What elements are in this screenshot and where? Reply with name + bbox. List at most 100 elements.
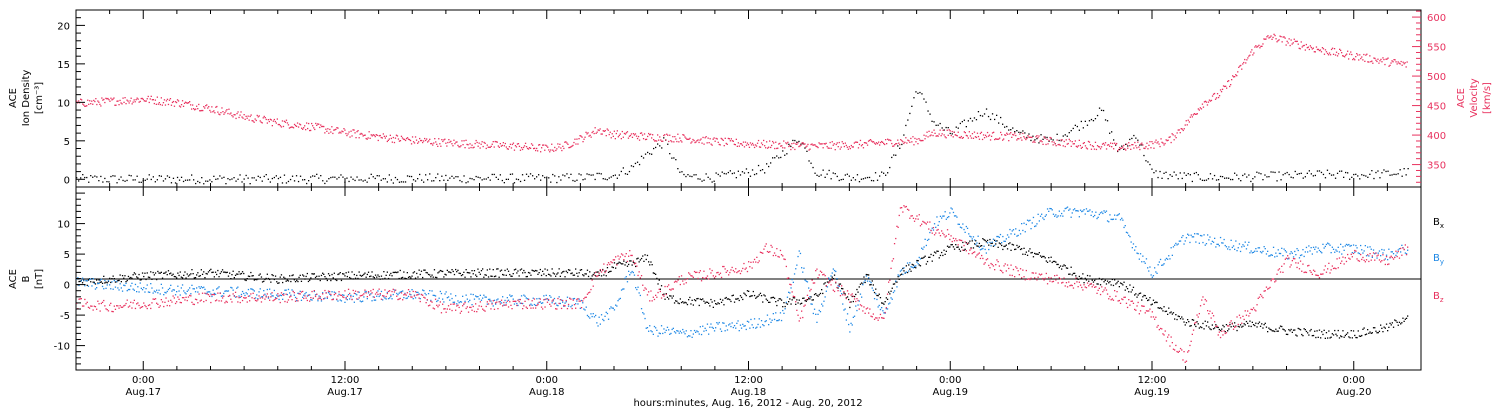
ion-density-series-point bbox=[548, 177, 549, 178]
by-series-point bbox=[1227, 248, 1228, 249]
ion-density-series-point bbox=[169, 177, 170, 178]
bz-series-point bbox=[357, 291, 358, 292]
bx-series-point bbox=[117, 280, 118, 281]
velocity-series-point bbox=[119, 100, 120, 101]
by-series-point bbox=[914, 266, 915, 267]
by-series-point bbox=[180, 294, 181, 295]
ion-density-series-point bbox=[229, 179, 230, 180]
bz-series-point bbox=[321, 299, 322, 300]
by-series-point bbox=[1078, 210, 1079, 211]
ion-density-series-point bbox=[960, 123, 961, 124]
ion-density-series-point bbox=[524, 180, 525, 181]
bx-series-point bbox=[830, 279, 831, 280]
bx-series-point bbox=[1315, 337, 1316, 338]
ion-density-series-point bbox=[845, 174, 846, 175]
by-series-point bbox=[268, 298, 269, 299]
velocity-series-point bbox=[1313, 48, 1314, 49]
bz-series-point bbox=[905, 206, 906, 207]
bx-series-point bbox=[262, 281, 263, 282]
ion-density-series-point bbox=[1244, 173, 1245, 174]
by-series-point bbox=[309, 294, 310, 295]
velocity-series-point bbox=[1074, 143, 1075, 144]
bx-series-point bbox=[457, 270, 458, 271]
bz-series-point bbox=[529, 305, 530, 306]
bz-series-point bbox=[155, 298, 156, 299]
bz-series-point bbox=[128, 306, 129, 307]
velocity-series-point bbox=[90, 103, 91, 104]
velocity-series-point bbox=[503, 142, 504, 143]
bx-series-point bbox=[1333, 334, 1334, 335]
bx-series-point bbox=[648, 261, 649, 262]
bz-series-point bbox=[550, 306, 551, 307]
bz-series-point bbox=[757, 262, 758, 263]
velocity-series-point bbox=[298, 126, 299, 127]
velocity-series-point bbox=[630, 135, 631, 136]
ion-density-series-point bbox=[1246, 176, 1247, 177]
velocity-series-point bbox=[245, 119, 246, 120]
ion-density-series-point bbox=[298, 181, 299, 182]
by-series-point bbox=[608, 319, 609, 320]
ion-density-series-point bbox=[254, 177, 255, 178]
bz-series-point bbox=[278, 295, 279, 296]
bx-series-point bbox=[128, 276, 129, 277]
bx-series-point bbox=[962, 242, 963, 243]
ion-density-series-point bbox=[256, 180, 257, 181]
bx-series-point bbox=[346, 272, 347, 273]
velocity-series-point bbox=[1407, 61, 1408, 62]
bx-series-point bbox=[1033, 256, 1034, 257]
by-series-point bbox=[1039, 220, 1040, 221]
bz-series-point bbox=[346, 298, 347, 299]
by-series-point bbox=[872, 287, 873, 288]
ion-density-series-point bbox=[237, 179, 238, 180]
by-series-point bbox=[1094, 215, 1095, 216]
bz-series-point bbox=[307, 300, 308, 301]
by-series-point bbox=[862, 284, 863, 285]
velocity-series-point bbox=[1001, 134, 1002, 135]
velocity-series-point bbox=[715, 141, 716, 142]
by-series-point bbox=[777, 320, 778, 321]
ion-density-series-point bbox=[544, 177, 545, 178]
bz-series-point bbox=[254, 298, 255, 299]
by-series-point bbox=[214, 293, 215, 294]
velocity-series-point bbox=[585, 132, 586, 133]
by-series-point bbox=[469, 300, 470, 301]
ion-density-series-point bbox=[613, 175, 614, 176]
bx-series-point bbox=[1082, 273, 1083, 274]
bz-series-point bbox=[124, 305, 125, 306]
velocity-series-point bbox=[198, 104, 199, 105]
velocity-series-point bbox=[836, 144, 837, 145]
ion-density-series-point bbox=[772, 157, 773, 158]
velocity-series-point bbox=[991, 136, 992, 137]
bx-series-point bbox=[834, 275, 835, 276]
bx-series-point bbox=[361, 276, 362, 277]
by-series-point bbox=[852, 324, 853, 325]
bx-series-point bbox=[1391, 324, 1392, 325]
by-series-point bbox=[1254, 251, 1255, 252]
bx-series-point bbox=[188, 275, 189, 276]
ion-density-series-point bbox=[782, 150, 783, 151]
by-series-point bbox=[133, 289, 134, 290]
by-series-point bbox=[523, 295, 524, 296]
bz-series-point bbox=[881, 317, 882, 318]
by-series-point bbox=[1304, 256, 1305, 257]
by-series-point bbox=[264, 294, 265, 295]
bx-series-point bbox=[869, 284, 870, 285]
velocity-series-point bbox=[1349, 54, 1350, 55]
bz-series-point bbox=[909, 218, 910, 219]
by-series-point bbox=[1385, 258, 1386, 259]
ion-density-series-point bbox=[568, 177, 569, 178]
bz-series-point bbox=[169, 305, 170, 306]
by-series-point bbox=[743, 326, 744, 327]
ion-density-series-point bbox=[1147, 161, 1148, 162]
velocity-series-point bbox=[1066, 139, 1067, 140]
bx-series-point bbox=[1069, 274, 1070, 275]
ion-density-series-point bbox=[885, 175, 886, 176]
by-series-point bbox=[195, 291, 196, 292]
bz-series-point bbox=[609, 264, 610, 265]
ion-density-series-point bbox=[122, 180, 123, 181]
bz-series-point bbox=[295, 301, 296, 302]
by-series-point bbox=[194, 288, 195, 289]
ion-density-series-point bbox=[1157, 177, 1158, 178]
velocity-series-point bbox=[456, 141, 457, 142]
bz-series-point bbox=[483, 310, 484, 311]
